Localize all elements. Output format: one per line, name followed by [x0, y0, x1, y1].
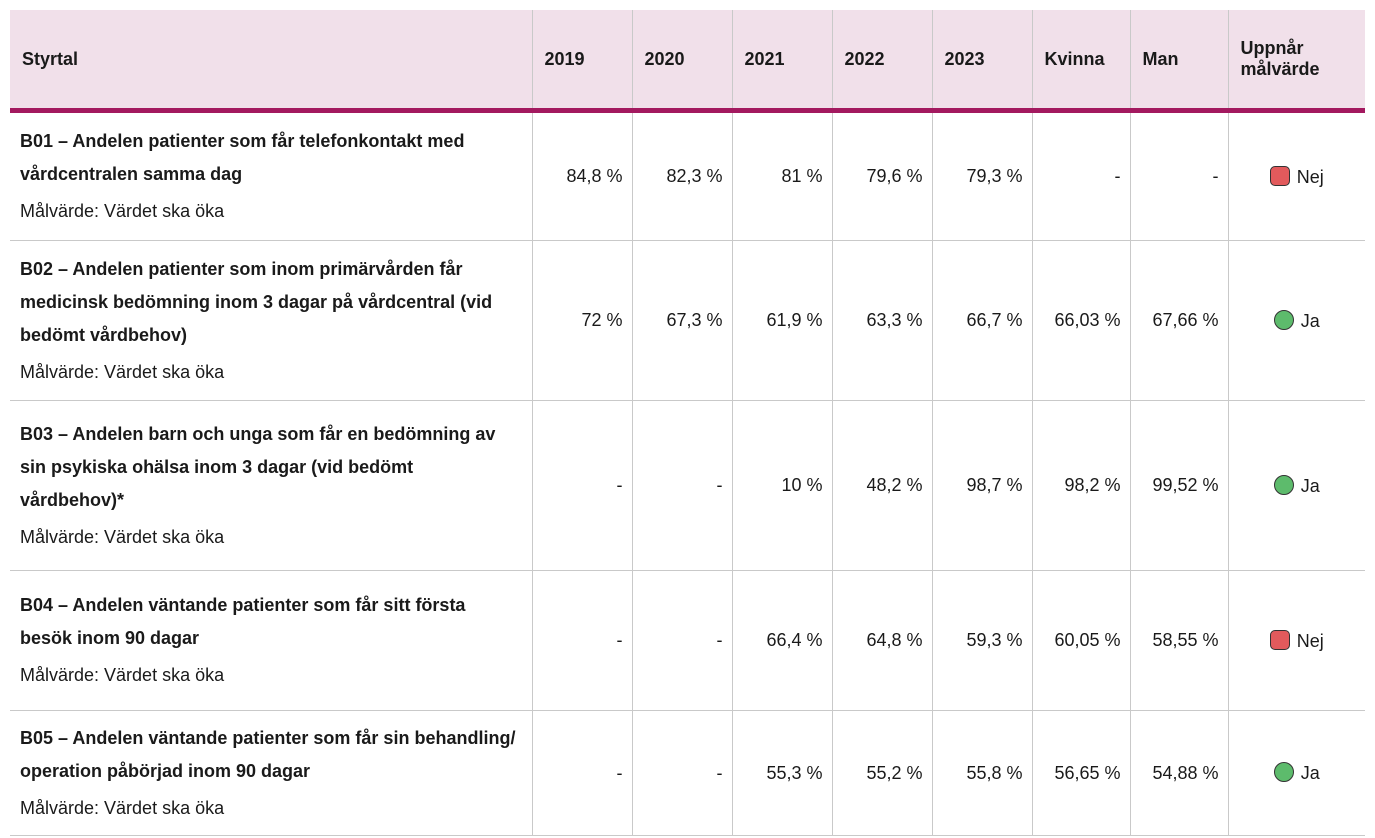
name-cell: B02 – Andelen patienter som inom primärv…: [10, 240, 533, 401]
value-cell: 48,2 %: [832, 400, 933, 571]
value-cell: 54,88 %: [1130, 710, 1229, 836]
status-cell: Ja: [1228, 710, 1365, 836]
value-cell: 64,8 %: [832, 570, 933, 711]
indicator-title: B02 – Andelen patienter som inom primärv…: [20, 258, 493, 345]
row: B02 – Andelen patienter som inom primärv…: [10, 240, 1365, 401]
header-cell: 2021: [732, 10, 833, 113]
value-cell: 56,65 %: [1032, 710, 1131, 836]
status-cell: Ja: [1228, 240, 1365, 401]
header-cell: Uppnår målvärde: [1228, 10, 1365, 113]
value-cell: -: [632, 400, 733, 571]
value-cell: -: [1032, 110, 1131, 241]
value-cell: 60,05 %: [1032, 570, 1131, 711]
value-cell: 98,2 %: [1032, 400, 1131, 571]
value-cell: 79,6 %: [832, 110, 933, 241]
header-cell: 2020: [632, 10, 733, 113]
target-text: Målvärde: Värdet ska öka: [20, 361, 225, 382]
header-cell: 2023: [932, 10, 1033, 113]
header-cell: Kvinna: [1032, 10, 1131, 113]
name-cell: B01 – Andelen patienter som får telefonk…: [10, 110, 533, 241]
indicator-table: Styrtal 2019 2020 2021 2022 2023 Kvinna …: [10, 10, 1365, 836]
status-cell: Ja: [1228, 400, 1365, 571]
value-cell: 55,2 %: [832, 710, 933, 836]
status-text: Nej: [1296, 166, 1324, 187]
status-icon: [1273, 474, 1294, 495]
indicator-title: B01 – Andelen patienter som får telefonk…: [20, 131, 465, 184]
status-text: Ja: [1300, 310, 1320, 331]
target-text: Målvärde: Värdet ska öka: [20, 665, 225, 685]
value-cell: 59,3 %: [932, 570, 1033, 711]
value-cell: 98,7 %: [932, 400, 1033, 571]
name-cell: B04 – Andelen väntande patienter som får…: [10, 570, 533, 711]
value-cell: 58,55 %: [1130, 570, 1229, 711]
value-cell: 63,3 %: [832, 240, 933, 401]
value-cell: 66,03 %: [1032, 240, 1131, 401]
value-cell: 55,3 %: [732, 710, 833, 836]
target-text: Målvärde: Värdet ska öka: [20, 526, 225, 547]
value-cell: 67,66 %: [1130, 240, 1229, 401]
status-text: Nej: [1296, 630, 1324, 651]
value-cell: -: [532, 710, 633, 836]
table-body: B01 – Andelen patienter som får telefonk…: [10, 110, 1365, 836]
row: B01 – Andelen patienter som får telefonk…: [10, 110, 1365, 241]
header-cell: 2022: [832, 10, 933, 113]
status-icon: [1273, 762, 1294, 782]
indicator-title: B04 – Andelen väntande patienter som får…: [20, 595, 466, 648]
value-cell: -: [532, 570, 633, 711]
status-icon: [1273, 309, 1294, 330]
value-cell: -: [532, 400, 633, 571]
header-cell: Man: [1130, 10, 1229, 113]
value-cell: 79,3 %: [932, 110, 1033, 241]
value-cell: 84,8 %: [532, 110, 633, 241]
value-cell: 72 %: [532, 240, 633, 401]
row: B04 – Andelen väntande patienter som får…: [10, 570, 1365, 711]
value-cell: 99,52 %: [1130, 400, 1229, 571]
status-icon: [1269, 165, 1290, 186]
target-text: Målvärde: Värdet ska öka: [20, 201, 225, 221]
value-cell: 61,9 %: [732, 240, 833, 401]
value-cell: 67,3 %: [632, 240, 733, 401]
value-cell: -: [1130, 110, 1229, 241]
target-text: Målvärde: Värdet ska öka: [20, 797, 225, 818]
status-icon: [1269, 629, 1290, 650]
status-cell: Nej: [1228, 110, 1365, 241]
value-cell: 66,4 %: [732, 570, 833, 711]
value-cell: 81 %: [732, 110, 833, 241]
header-cell: 2019: [532, 10, 633, 113]
name-cell: B05 – Andelen väntande patienter som får…: [10, 710, 533, 836]
indicator-title: B05 – Andelen väntande patienter som får…: [20, 727, 516, 781]
row: B05 – Andelen väntande patienter som får…: [10, 710, 1365, 836]
value-cell: 55,8 %: [932, 710, 1033, 836]
indicator-title: B03 – Andelen barn och unga som får en b…: [20, 423, 496, 510]
value-cell: 66,7 %: [932, 240, 1033, 401]
value-cell: 10 %: [732, 400, 833, 571]
header-row: Styrtal 2019 2020 2021 2022 2023 Kvinna …: [10, 10, 1365, 113]
status-cell: Nej: [1228, 570, 1365, 711]
value-cell: 82,3 %: [632, 110, 733, 241]
row: B03 – Andelen barn och unga som får en b…: [10, 400, 1365, 571]
value-cell: -: [632, 710, 733, 836]
status-text: Ja: [1300, 475, 1320, 496]
status-text: Ja: [1300, 763, 1320, 783]
value-cell: -: [632, 570, 733, 711]
name-cell: B03 – Andelen barn och unga som får en b…: [10, 400, 533, 571]
header-cell: Styrtal: [10, 10, 533, 113]
